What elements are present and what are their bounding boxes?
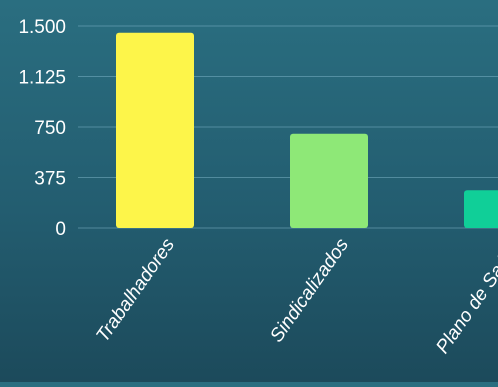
x-tick-label: Plano de Saúde	[432, 235, 498, 358]
y-axis-tick-labels: 0 375 750 1.125 1.500	[18, 17, 66, 240]
y-tick-label: 0	[55, 219, 66, 240]
y-tick-label: 1.500	[18, 17, 66, 38]
x-axis-tick-labels: Trabalhadores Sindicalizados Plano de Saúd…	[92, 234, 498, 357]
x-tick-label: Trabalhadores	[92, 234, 179, 346]
bar-trabalhadores	[116, 32, 194, 228]
bar-sindicalizados	[290, 133, 368, 228]
bars	[116, 32, 498, 228]
y-tick-label: 1.125	[18, 68, 66, 89]
x-tick-label: Sindicalizados	[266, 234, 353, 346]
y-tick-label: 750	[34, 118, 66, 139]
bar-plano-de-sa-de	[464, 190, 498, 228]
y-tick-label: 375	[34, 169, 66, 190]
